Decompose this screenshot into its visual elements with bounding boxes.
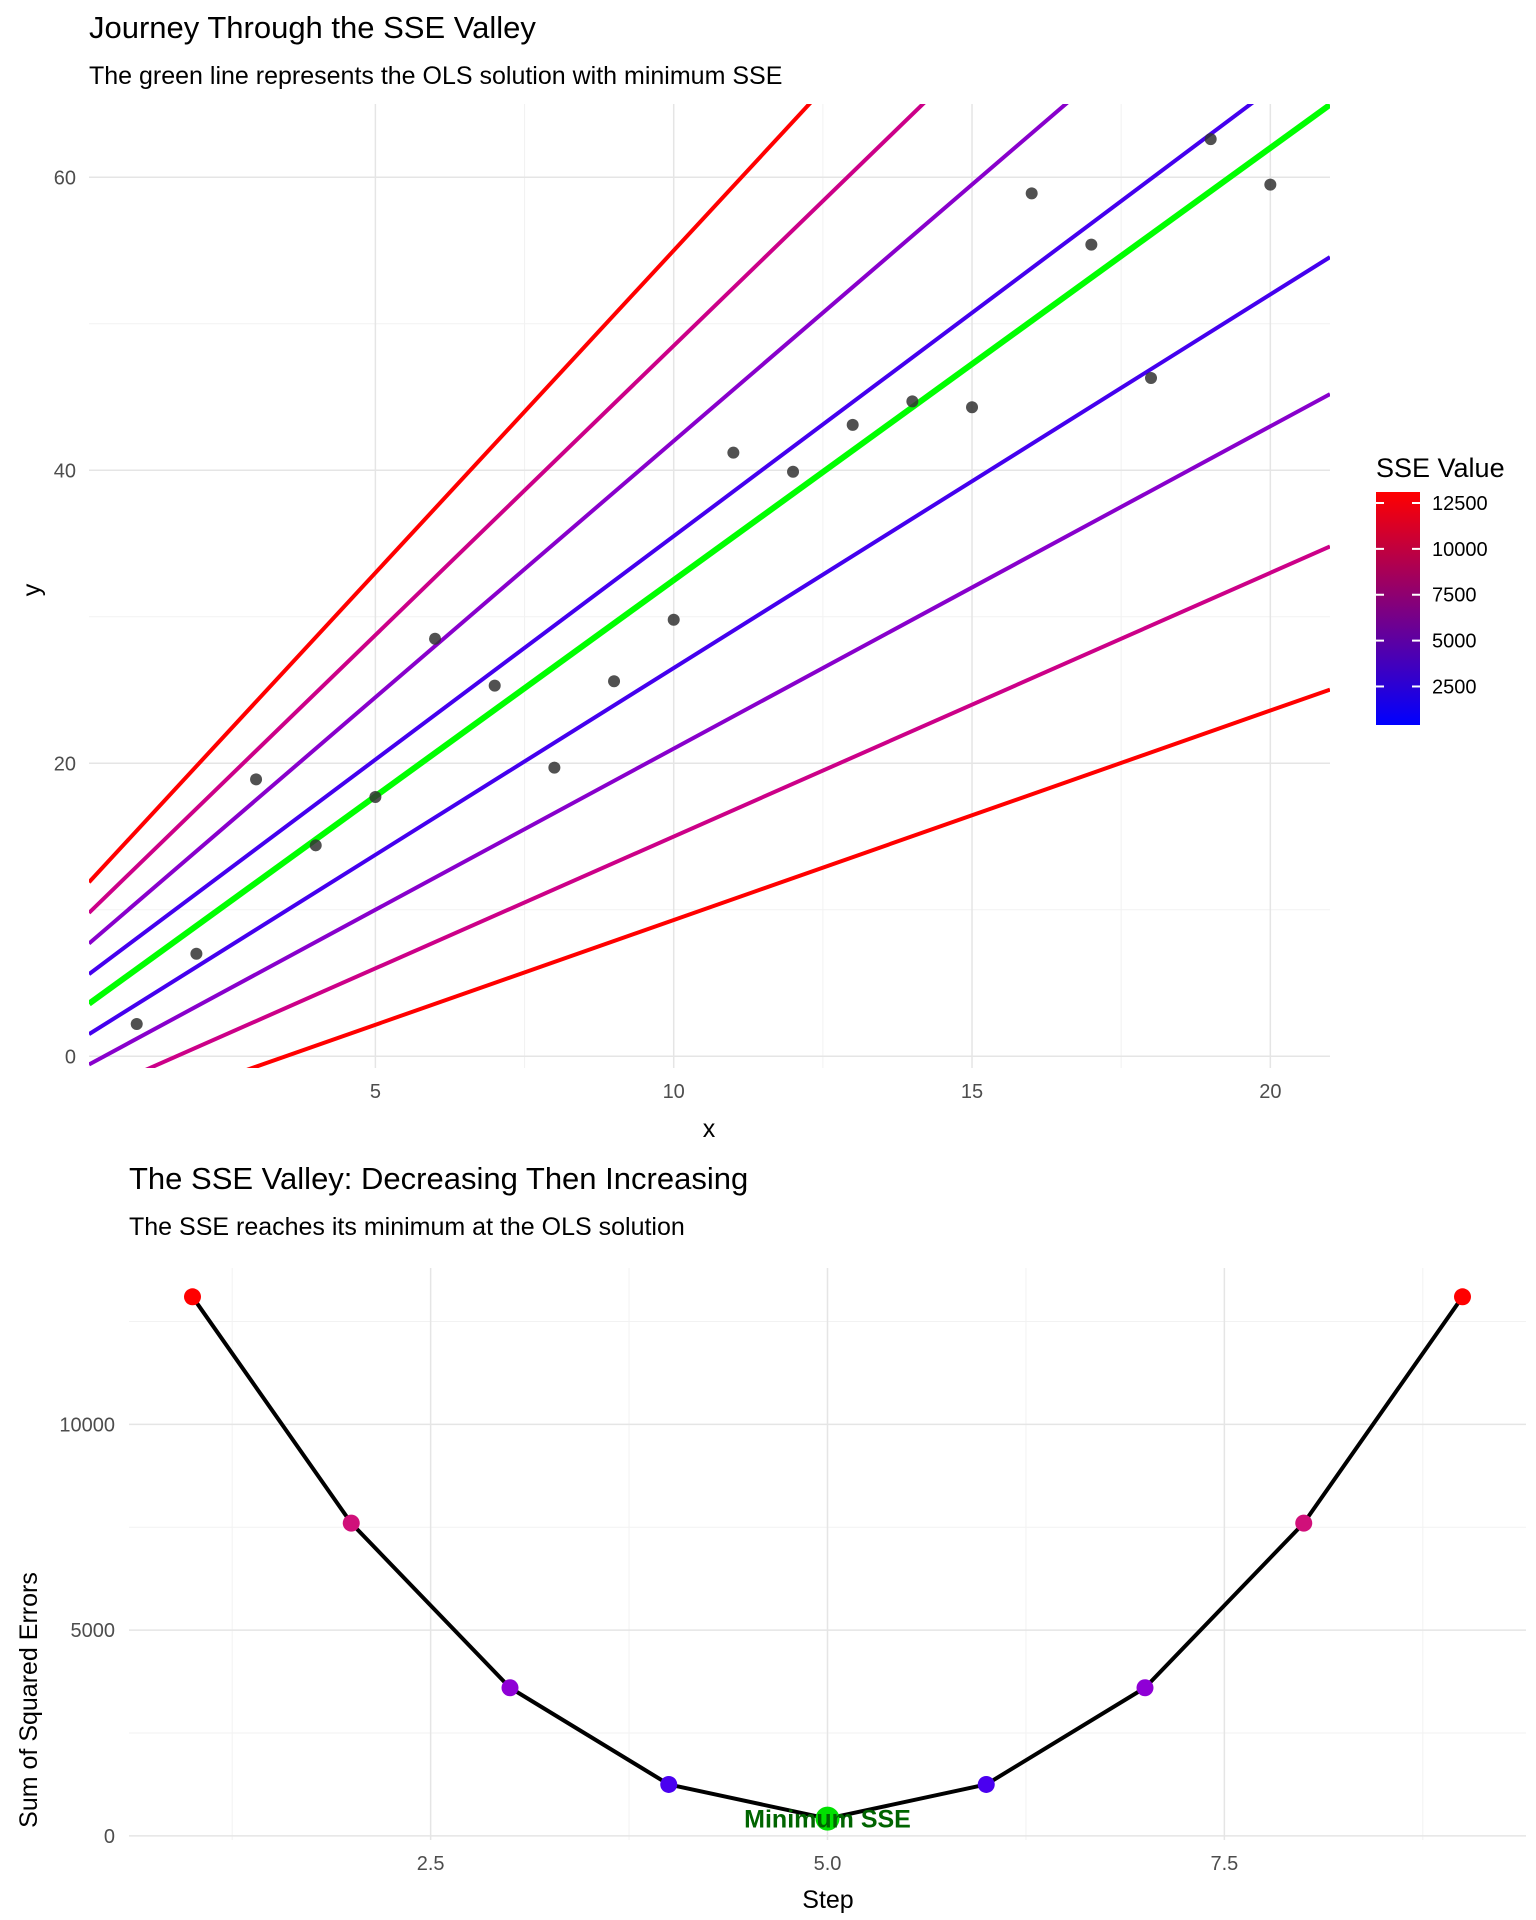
y-tick-label: 20 [54,753,76,775]
chart2-y-axis-label: Sum of Squared Errors [15,1572,43,1828]
sse-point [501,1679,519,1697]
sse-point [184,1288,201,1306]
x-tick-label: 20 [1259,1081,1281,1103]
y-tick-label: 0 [104,1826,115,1848]
sse-point [342,1514,360,1532]
sse-point [1454,1288,1471,1306]
x-tick-label: 5 [370,1081,381,1103]
chart2-title: The SSE Valley: Decreasing Then Increasi… [129,1161,748,1196]
data-point [250,773,263,786]
chart2-subtitle: The SSE reaches its minimum at the OLS s… [129,1213,685,1241]
sse-point [977,1775,995,1793]
candidate-fit-line [89,392,1330,1067]
y-tick-label: 10000 [59,1414,115,1436]
chart1-gridlines [89,104,1330,1068]
x-tick-label: 5.0 [814,1853,842,1875]
data-point [190,947,203,960]
data-point [667,613,680,626]
chart2-x-axis-label: Step [802,1886,853,1914]
chart2-tick-labels: 2.5 5.0 7.5 0 5000 10000 [59,1414,1238,1875]
data-point [369,790,382,803]
chart1-title: Journey Through the SSE Valley [89,10,536,45]
legend-tick-label: 12500 [1432,493,1488,515]
data-point [1145,371,1158,384]
x-tick-label: 15 [961,1081,983,1103]
legend-tick-label: 2500 [1432,676,1477,698]
y-tick-label: 0 [65,1046,76,1068]
candidate-fit-line [246,687,1330,1068]
candidate-fit-line [89,104,926,915]
minimum-sse-annotation: Minimum SSE [744,1806,911,1834]
candidate-fit-line [89,104,813,884]
sse-value-legend: SSE Value 2500 5000 7500 10000 12500 [1376,453,1505,725]
ols-fit-line [89,104,1330,1007]
data-point [309,839,322,852]
ols-lines-chart: Journey Through the SSE Valley The green… [18,10,1505,1143]
chart2-sse-series [184,1288,1471,1831]
data-point [130,1018,143,1031]
candidate-fit-line [89,255,1330,1036]
sse-point [1295,1514,1313,1532]
legend-tick-label: 5000 [1432,631,1477,653]
legend-tick-label: 10000 [1432,539,1488,561]
data-point [846,418,859,431]
legend-title: SSE Value [1376,453,1505,483]
data-point [488,679,501,692]
chart1-subtitle: The green line represents the OLS soluti… [89,62,782,90]
candidate-fit-line [89,104,1069,945]
chart1-fit-lines [89,104,1330,1068]
data-point [1085,238,1098,251]
data-point [727,446,740,459]
x-tick-label: 10 [663,1081,685,1103]
data-point [1025,187,1038,200]
y-tick-label: 40 [54,460,76,482]
chart1-x-axis-label: x [703,1115,716,1143]
data-point [966,401,979,414]
chart1-y-axis-label: y [18,583,46,596]
x-tick-label: 7.5 [1210,1853,1238,1875]
data-point [608,675,621,688]
minimum-sse-point [815,1806,840,1831]
legend-tick-label: 7500 [1432,585,1477,607]
y-tick-label: 60 [54,167,76,189]
data-point [1264,178,1277,191]
data-point [1204,133,1217,146]
data-point [787,465,800,478]
chart2-gridlines [129,1268,1526,1840]
sse-point [660,1775,678,1793]
data-point [906,395,919,408]
y-tick-label: 5000 [71,1620,116,1642]
candidate-fit-line [89,104,1255,976]
sse-point [1136,1679,1154,1697]
sse-valley-chart: The SSE Valley: Decreasing Then Increasi… [15,1161,1526,1914]
chart1-tick-labels: 5 10 15 20 0 20 40 60 [54,167,1282,1103]
candidate-fit-line [145,544,1330,1068]
chart1-data-points [130,133,1277,1031]
data-point [429,632,442,645]
x-tick-label: 2.5 [417,1853,445,1875]
legend-colorbar [1376,492,1420,725]
data-point [548,761,561,774]
